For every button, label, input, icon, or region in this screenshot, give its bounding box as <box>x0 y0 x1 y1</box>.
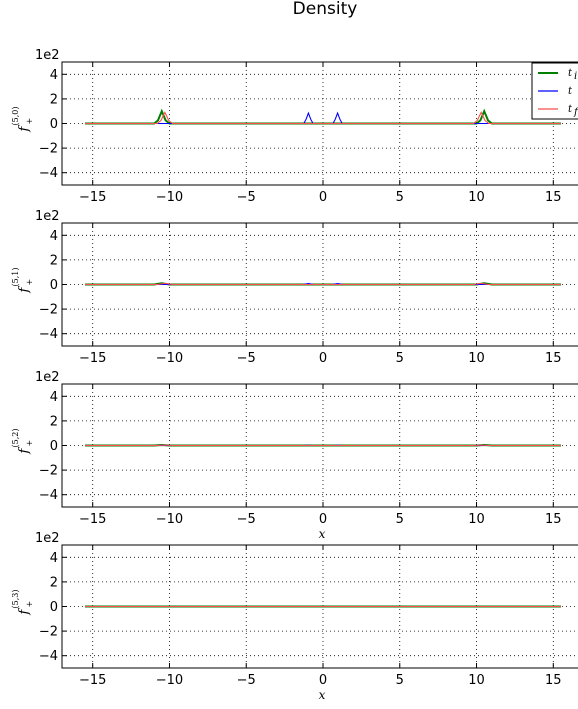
y-axis-label-base: f <box>17 286 32 294</box>
y-axis-label: f(5,3) + <box>11 590 34 616</box>
y-tick-label: −2 <box>39 625 58 640</box>
y-axis-label-sub: + <box>25 118 34 125</box>
y-tick-label: −2 <box>39 464 58 479</box>
legend: t itt f <box>531 62 578 120</box>
subplot-1: −15 −10 −5 0 5 10 15 −4 −2 0 2 4 1e2 f(5,1) + <box>11 209 578 366</box>
x-tick-label: 5 <box>396 351 404 366</box>
x-tick-label: −15 <box>79 673 106 688</box>
y-axis-label-sub: + <box>25 279 34 286</box>
x-axis-label: x <box>319 688 326 702</box>
x-tick-label: 5 <box>396 512 404 527</box>
x-tick-label: 0 <box>319 673 327 688</box>
y-tick-label: 0 <box>50 600 58 615</box>
y-tick-label: 2 <box>50 253 58 268</box>
x-tick-label: −15 <box>79 512 106 527</box>
x-tick-label: −5 <box>237 512 256 527</box>
x-tick-label: 0 <box>319 512 327 527</box>
y-axis-label-base: f <box>17 125 32 133</box>
y-axis-label-sup: (5,1) <box>11 268 20 287</box>
y-tick-label: 2 <box>50 575 58 590</box>
y-scale-label: 1e2 <box>35 209 60 224</box>
x-tick-label: −5 <box>237 190 256 205</box>
y-axis-label-sup: (5,3) <box>11 590 20 609</box>
x-tick-label: 15 <box>545 190 562 205</box>
x-tick-label: −10 <box>156 673 183 688</box>
x-tick-label: 0 <box>319 351 327 366</box>
y-tick-label: 0 <box>50 117 58 132</box>
x-tick-label: 10 <box>468 351 485 366</box>
x-axis-label: x <box>319 527 326 541</box>
series-line-t-f <box>85 111 561 125</box>
subplot-3: −15 −10 −5 0 5 10 15 −4 −2 0 2 4 1e2 f(5,3) + x <box>11 531 578 702</box>
y-tick-label: 2 <box>50 92 58 107</box>
legend-label-t: t <box>568 86 573 97</box>
y-tick-label: −4 <box>39 166 58 181</box>
x-tick-label: −10 <box>156 190 183 205</box>
y-tick-label: −2 <box>39 142 58 157</box>
y-axis-label-base: f <box>17 608 32 616</box>
y-tick-label: −4 <box>39 488 58 503</box>
y-tick-label: 4 <box>50 390 58 405</box>
x-tick-label: 15 <box>545 673 562 688</box>
x-tick-label: 10 <box>468 673 485 688</box>
subplot-2: −15 −10 −5 0 5 10 15 −4 −2 0 2 4 1e2 f(5,2) + x <box>11 370 578 541</box>
y-tick-label: −4 <box>39 649 58 664</box>
y-tick-label: 4 <box>50 551 58 566</box>
legend-label-sub: i <box>574 71 577 82</box>
x-tick-label: −15 <box>79 351 106 366</box>
y-axis-label: f(5,1) + <box>11 268 34 294</box>
y-axis-label-base: f <box>17 447 32 455</box>
y-axis-label: f(5,0) + <box>11 107 34 133</box>
legend-label-t-i: t <box>568 68 573 79</box>
y-tick-label: 4 <box>50 229 58 244</box>
figure-title: Density <box>292 0 358 19</box>
y-tick-label: 2 <box>50 414 58 429</box>
y-tick-label: 4 <box>50 68 58 83</box>
x-tick-label: 0 <box>319 190 327 205</box>
y-tick-label: 0 <box>50 439 58 454</box>
x-tick-label: 10 <box>468 190 485 205</box>
y-axis-label-sub: + <box>25 601 34 608</box>
x-tick-label: 10 <box>468 512 485 527</box>
x-tick-label: −15 <box>79 190 106 205</box>
y-tick-label: −4 <box>39 327 58 342</box>
y-axis-label-sup: (5,2) <box>11 429 20 448</box>
x-tick-label: 15 <box>545 351 562 366</box>
x-tick-label: 15 <box>545 512 562 527</box>
x-tick-label: −10 <box>156 512 183 527</box>
y-scale-label: 1e2 <box>35 370 60 385</box>
y-axis-label-sub: + <box>25 440 34 447</box>
y-axis-label-sup: (5,0) <box>11 107 20 126</box>
y-axis-label: f(5,2) + <box>11 429 34 455</box>
x-tick-label: −5 <box>237 673 256 688</box>
y-tick-label: −2 <box>39 303 58 318</box>
x-tick-label: 5 <box>396 673 404 688</box>
x-tick-label: −10 <box>156 351 183 366</box>
y-scale-label: 1e2 <box>35 48 60 63</box>
y-tick-label: 0 <box>50 278 58 293</box>
y-scale-label: 1e2 <box>35 531 60 546</box>
legend-label-t-f: t <box>568 104 573 115</box>
x-tick-label: 5 <box>396 190 404 205</box>
series-line-t-f <box>85 282 561 286</box>
legend-label-sub: f <box>573 107 578 118</box>
x-tick-label: −5 <box>237 351 256 366</box>
